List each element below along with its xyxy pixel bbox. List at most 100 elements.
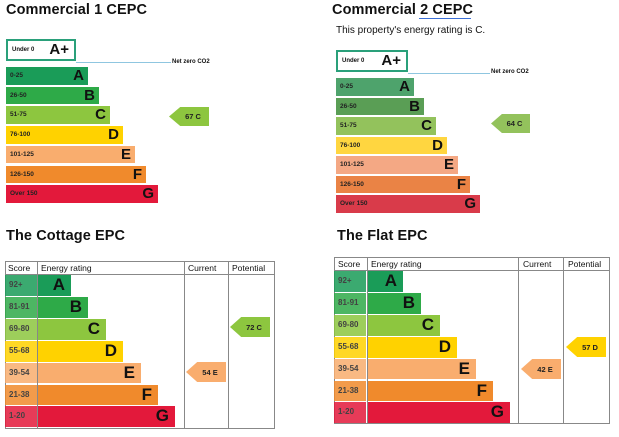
flat-current-label: 42 E: [537, 364, 553, 374]
cottage-band-a: A: [38, 275, 71, 296]
flat-header-energy: Energy rating: [371, 259, 422, 269]
c2-band-letter: C: [421, 117, 432, 134]
c1-title: Commercial 1 CEPC: [6, 2, 148, 18]
flat-score-c: 69-80: [334, 314, 366, 336]
flat-band-a: A: [368, 271, 403, 292]
c1-band-letter: G: [142, 185, 154, 203]
c2-band-g: Over 150 G: [336, 195, 480, 213]
c1-band-range: 76-100: [10, 131, 31, 139]
c2-rating-label: 64 C: [506, 119, 523, 128]
flat-potential-arrow: 57 D: [566, 337, 606, 357]
c2-rating-arrow: 64 C: [491, 114, 530, 133]
c2-band-letter: A: [399, 78, 410, 95]
c2-subtitle: This property's energy rating is C.: [336, 25, 486, 36]
cottage-current-label: 54 E: [202, 367, 218, 377]
cottage-score-d: 55-68: [5, 340, 37, 362]
cottage-header-score: Score: [8, 263, 31, 273]
flat-band-f: F: [368, 380, 493, 402]
c2-band-range: 126-150: [340, 180, 364, 188]
c2-band-e: 101-125 E: [336, 156, 458, 174]
c2-band-letter: D: [432, 136, 443, 154]
flat-band-letter: D: [438, 336, 451, 356]
cottage-band-letter: B: [69, 296, 82, 316]
flat-header-current: Current: [523, 259, 552, 269]
c2-band-letter: F: [456, 175, 466, 193]
flat-band-letter: E: [458, 358, 470, 378]
cottage-band-g: G: [38, 406, 175, 428]
flat-score-e: 39-54: [334, 358, 366, 380]
c1-band-letter: F: [132, 165, 142, 183]
flat-band-letter: C: [421, 314, 434, 334]
c1-aplus-band: Under 0 A+: [6, 39, 76, 61]
flat-band-b: B: [368, 292, 421, 314]
c1-band-letter: C: [95, 106, 106, 124]
cottage-band-letter: E: [123, 362, 135, 382]
c1-band-range: 126-150: [10, 170, 34, 178]
c2-title: Commercial 2 CEPC: [332, 2, 473, 18]
cottage-band-c: C: [38, 318, 106, 340]
cottage-band-letter: A: [52, 275, 65, 294]
cottage-title: The Cottage EPC: [6, 228, 126, 244]
c1-aplus-letter: A+: [49, 41, 69, 58]
c2-title-underline: [419, 18, 471, 19]
c2-aplus-range: Under 0: [342, 58, 365, 64]
flat-header-potential: Potential: [568, 259, 602, 269]
flat-band-d: D: [368, 336, 457, 358]
flat-title: The Flat EPC: [337, 228, 428, 244]
c1-band-d: 76-100 D: [6, 126, 123, 144]
flat-band-letter: B: [402, 292, 415, 312]
cottage-band-letter: F: [141, 384, 152, 404]
c2-band-range: 101-125: [340, 161, 364, 168]
c1-band-range: 0-25: [10, 72, 24, 79]
c2-band-range: 26-50: [340, 102, 357, 110]
c1-band-letter: B: [84, 86, 95, 104]
flat-score-a: 92+: [334, 271, 366, 292]
cottage-col-divider: [228, 261, 229, 429]
c2-title-text: Commercial 2 CEPC: [332, 2, 474, 18]
c1-band-c: 51-75 C: [6, 106, 110, 125]
cottage-current-arrow: 54 E: [186, 362, 226, 382]
cottage-score-g: 1-20: [5, 406, 37, 428]
cottage-header-potential: Potential: [232, 263, 266, 273]
c2-band-letter: G: [464, 195, 476, 212]
flat-band-e: E: [368, 358, 476, 380]
cottage-col-divider: [184, 261, 185, 429]
flat-score-b: 81-91: [334, 292, 366, 314]
cottage-band-letter: C: [87, 318, 100, 338]
c2-aplus-letter: A+: [381, 52, 401, 69]
c2-net-zero-line: [408, 73, 490, 74]
flat-current-arrow: 42 E: [521, 359, 561, 379]
c2-band-letter: E: [443, 156, 454, 173]
c2-band-c: 51-75 C: [336, 117, 436, 135]
cottage-score-a: 92+: [5, 275, 37, 296]
c2-band-range: 0-25: [340, 83, 354, 90]
c1-band-letter: A: [73, 67, 84, 84]
c2-band-d: 76-100 D: [336, 136, 447, 154]
cottage-score-c: 69-80: [5, 318, 37, 340]
c1-band-range: 51-75: [10, 111, 27, 119]
c1-net-zero-label: Net zero CO2: [172, 59, 210, 65]
cottage-score-e: 39-54: [5, 362, 37, 384]
c1-band-g: Over 150 G: [6, 185, 158, 203]
c1-band-range: Over 150: [10, 190, 38, 198]
c1-band-e: 101-125 E: [6, 145, 135, 164]
cottage-col-divider: [37, 261, 38, 429]
c2-band-a: 0-25 A: [336, 78, 414, 96]
c1-band-a: 0-25 A: [6, 67, 88, 85]
cottage-header-current: Current: [188, 263, 217, 273]
cottage-band-letter: D: [104, 340, 117, 360]
c2-aplus-band: Under 0 A+: [336, 50, 408, 72]
flat-band-letter: F: [476, 380, 487, 400]
flat-header-divider: [334, 270, 610, 271]
cottage-score-f: 21-38: [5, 384, 37, 406]
c1-band-b: 26-50 B: [6, 86, 99, 105]
c1-band-letter: D: [108, 126, 119, 144]
flat-band-letter: A: [384, 271, 397, 290]
cottage-band-d: D: [38, 340, 123, 362]
cottage-band-letter: G: [155, 406, 169, 426]
flat-header-score: Score: [338, 259, 361, 269]
c1-net-zero-line: [76, 62, 171, 63]
cottage-potential-arrow: 72 C: [230, 317, 270, 337]
cottage-header-divider: [5, 274, 275, 275]
cottage-band-f: F: [38, 384, 158, 406]
